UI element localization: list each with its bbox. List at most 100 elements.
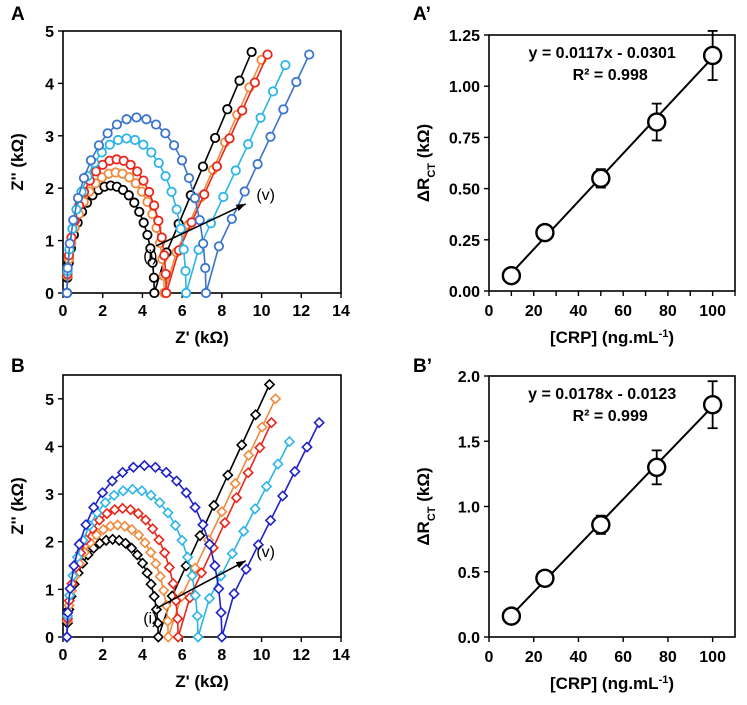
data-point <box>242 449 255 462</box>
data-point <box>216 631 228 643</box>
x-tick-label: 100 <box>699 649 726 666</box>
y-axis-title-main: ΔR <box>414 178 433 203</box>
data-point <box>246 46 257 58</box>
data-point <box>96 487 109 499</box>
data-point <box>222 469 234 481</box>
annotation-start: (i) <box>143 248 157 265</box>
data-point <box>162 507 174 519</box>
x-tick-label: 0 <box>59 647 68 664</box>
x-tick-label: 6 <box>178 647 187 664</box>
data-point <box>134 206 145 217</box>
x-tick-label: 60 <box>614 649 632 666</box>
x-tick-label: 0 <box>59 303 68 320</box>
data-point <box>126 483 139 496</box>
data-point <box>153 496 166 509</box>
data-point <box>145 578 157 590</box>
x-tick-label: 0 <box>485 303 494 320</box>
data-point <box>161 615 174 627</box>
y-tick-label: 0 <box>45 286 54 303</box>
data-point <box>85 155 97 166</box>
data-point <box>108 489 120 502</box>
x-axis-title: [CRP] (ng.mL-1) <box>550 674 674 693</box>
data-point <box>647 457 667 478</box>
x-tick-label: 20 <box>525 649 543 666</box>
data-point <box>101 507 113 520</box>
x-tick-label: 20 <box>525 303 543 320</box>
data-point <box>136 485 148 497</box>
data-point <box>159 250 170 261</box>
data-point <box>176 155 188 166</box>
data-point <box>93 140 104 151</box>
data-point <box>145 243 156 254</box>
panel-B2: 0 20 40 60 80 100 0.0 0.5 1.0 1.5 2.0 [CRP] (ng.mL-… <box>413 356 736 693</box>
data-point <box>102 128 113 139</box>
data-point <box>702 395 723 415</box>
data-point <box>136 557 149 569</box>
data-point <box>291 76 302 88</box>
data-point <box>272 458 284 470</box>
data-point <box>132 166 143 177</box>
x-tick-label: 80 <box>659 649 677 666</box>
y-axis-title-main: ΔR <box>414 521 433 546</box>
y-tick-label: 1.00 <box>449 79 480 96</box>
y-tick-label: 1 <box>45 234 54 251</box>
data-point <box>104 139 115 150</box>
data-point <box>313 416 325 429</box>
data-point <box>213 241 224 252</box>
data-point <box>160 268 171 280</box>
data-point <box>125 159 136 170</box>
data-point <box>111 119 122 130</box>
x-tick-label: 14 <box>332 303 350 320</box>
data-point <box>141 567 153 579</box>
data-point <box>144 186 155 198</box>
data-point <box>149 287 160 299</box>
x-tick-label: 100 <box>699 303 726 320</box>
y-tick-label: 4 <box>45 439 54 456</box>
data-point <box>72 192 84 204</box>
y-tick-label: 1.0 <box>458 500 480 517</box>
data-point <box>535 222 555 243</box>
data-point <box>147 257 158 268</box>
annotation-start: (i) <box>143 610 157 627</box>
data-point <box>148 590 160 603</box>
data-point <box>90 529 103 541</box>
data-point <box>68 560 80 572</box>
data-point <box>249 77 260 88</box>
data-point <box>142 229 153 241</box>
data-point <box>61 287 73 299</box>
data-point <box>228 587 240 600</box>
data-point <box>160 128 171 139</box>
data-point <box>197 161 209 172</box>
data-point <box>218 191 229 202</box>
data-point <box>265 416 278 429</box>
fit-line <box>506 400 718 621</box>
y-axis-title: ΔRCT (kΩ) <box>414 467 438 545</box>
data-point <box>209 560 221 572</box>
data-point <box>178 244 189 255</box>
data-point <box>148 272 159 283</box>
data-point <box>278 104 289 115</box>
data-point <box>172 631 184 643</box>
data-point <box>176 534 188 547</box>
y-tick-label: 4 <box>45 76 54 93</box>
fit-r2: R² = 0.999 <box>573 408 648 425</box>
data-point <box>106 475 118 487</box>
data-point <box>132 507 144 520</box>
data-point <box>126 523 138 536</box>
data-point <box>64 582 76 595</box>
data-point <box>252 159 263 170</box>
trend-arrow <box>155 560 247 610</box>
data-point <box>161 287 172 299</box>
x-tick-label: 40 <box>570 303 588 320</box>
data-point <box>116 502 129 515</box>
data-point <box>237 105 248 116</box>
data-point <box>194 214 205 226</box>
data-point <box>138 139 149 150</box>
data-point <box>162 631 174 643</box>
data-point <box>229 477 241 490</box>
trend-arrow-head <box>235 203 246 212</box>
panel-label: B’ <box>413 356 432 377</box>
data-point <box>189 589 202 602</box>
